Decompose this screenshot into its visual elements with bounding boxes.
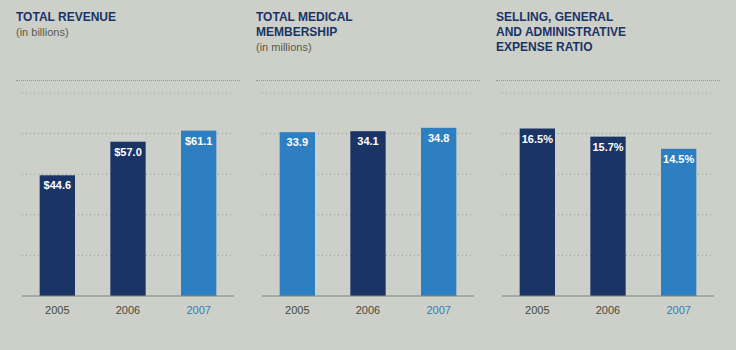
title-block: TOTAL MEDICAL MEMBERSHIP(in millions) [256,10,480,76]
data-label: 34.1 [357,135,378,147]
data-label: 16.5% [522,133,553,145]
bar [661,149,696,296]
data-label: 33.9 [287,136,308,148]
data-label: $57.0 [114,146,142,158]
x-tick-label: 2005 [285,304,309,316]
bar [110,142,145,296]
x-tick-label: 2006 [596,304,620,316]
chart-panel: TOTAL MEDICAL MEMBERSHIP(in millions)33.… [256,10,480,331]
data-label: 15.7% [592,141,623,153]
bar [590,137,625,296]
grid-line [502,93,714,94]
grid-line [262,93,474,94]
x-tick-label: 2005 [525,304,549,316]
x-tick-label: 2005 [45,304,69,316]
title-block: SELLING, GENERAL AND ADMINISTRATIVE EXPE… [496,10,720,76]
bar [350,131,385,296]
bar [421,128,456,296]
title-block: TOTAL REVENUE(in billions) [16,10,240,76]
title-separator [16,80,240,81]
x-axis-line [502,296,714,297]
grid-line [502,296,714,297]
chart-svg: 16.5% 15.7% 14.5% 2005 2006 2007 [496,81,720,331]
chart-row: TOTAL REVENUE(in billions) $44.6 $57.0 $61.… [0,0,736,331]
chart-title: TOTAL REVENUE [16,10,240,25]
chart-title: TOTAL MEDICAL MEMBERSHIP [256,10,480,40]
x-tick-label: 2006 [116,304,140,316]
data-label: $61.1 [185,135,213,147]
chart-subtitle: (in millions) [256,40,480,55]
chart-panel: SELLING, GENERAL AND ADMINISTRATIVE EXPE… [496,10,720,331]
chart-title: SELLING, GENERAL AND ADMINISTRATIVE EXPE… [496,10,720,55]
bars [520,129,697,296]
x-tick-label: 2007 [426,304,450,316]
chart-panel: TOTAL REVENUE(in billions) $44.6 $57.0 $61.… [16,10,240,331]
data-label: $44.6 [44,179,72,191]
x-axis-line [22,296,234,297]
x-tick-label: 2007 [186,304,210,316]
chart-svg: 33.9 34.1 34.8 2005 2006 2007 [256,81,480,331]
title-separator [256,80,480,81]
bar [40,175,75,296]
bar [280,132,315,296]
bars [280,128,457,296]
x-tick-label: 2006 [356,304,380,316]
chart-svg: $44.6 $57.0 $61.1 2005 2006 2007 [16,81,240,331]
bar [181,131,216,296]
title-separator [496,80,720,81]
grid-line [22,296,234,297]
grid-line [262,296,474,297]
chart-subtitle: (in billions) [16,25,240,40]
x-axis-line [262,296,474,297]
bars [40,131,217,296]
x-tick-label: 2007 [666,304,690,316]
bar [520,129,555,296]
data-label: 34.8 [428,132,449,144]
grid-line [22,93,234,94]
data-label: 14.5% [663,153,694,165]
